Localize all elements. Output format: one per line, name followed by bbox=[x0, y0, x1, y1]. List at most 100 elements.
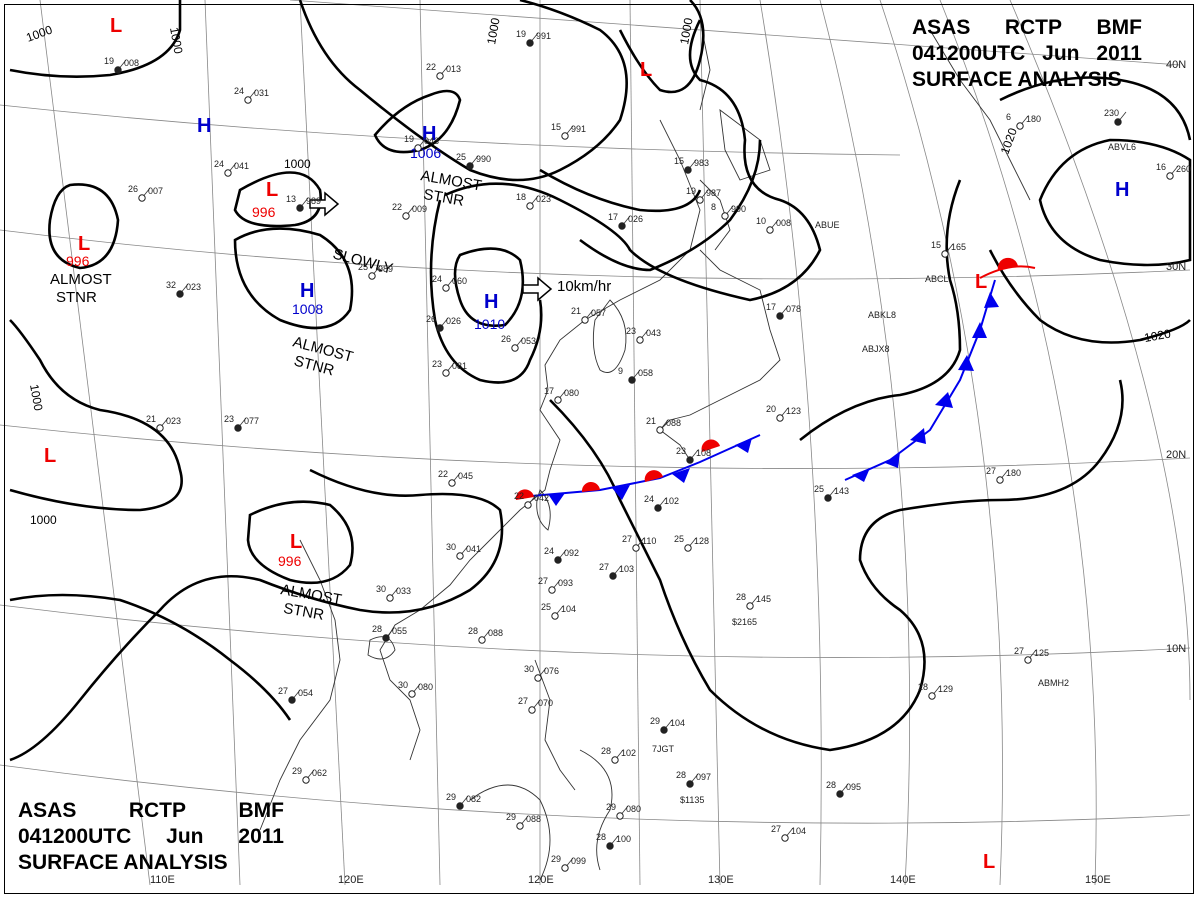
station-temperature: 24 bbox=[234, 86, 244, 96]
station-pressure: 082 bbox=[466, 794, 481, 804]
station-temperature: 15 bbox=[931, 240, 941, 250]
station-temperature: 27 bbox=[1014, 646, 1024, 656]
station-circle-icon bbox=[244, 96, 252, 104]
station-temperature: 17 bbox=[608, 212, 618, 222]
isobar-southwest-long bbox=[9, 593, 292, 721]
isobar-big-north bbox=[298, 0, 628, 182]
isobars bbox=[9, 0, 1192, 762]
coast-okinawa bbox=[659, 429, 691, 461]
station-plot: 9 058 bbox=[618, 366, 653, 384]
station-plot: 15 991 bbox=[551, 122, 586, 140]
latitude-label: 40N bbox=[1166, 59, 1186, 71]
cold-front-triangle bbox=[612, 485, 630, 500]
station-plot: 29 062 bbox=[292, 766, 327, 784]
motion-arrow-icon bbox=[309, 191, 340, 217]
station-pressure: 097 bbox=[696, 772, 711, 782]
warm-front-semicircle bbox=[644, 470, 663, 482]
station-circle-icon bbox=[288, 696, 296, 704]
station-temperature: 23 bbox=[676, 446, 686, 456]
station-plot: 26 026 bbox=[426, 314, 461, 332]
station-temperature: 8 bbox=[711, 202, 716, 212]
lon-line-145e bbox=[879, 0, 1003, 886]
coast-japan bbox=[659, 249, 781, 431]
station-plot: 32 023 bbox=[166, 280, 201, 298]
low-pressure-value: 996 bbox=[278, 553, 302, 569]
station-circle-icon bbox=[781, 834, 789, 842]
station-plot: 20 123 bbox=[766, 404, 801, 422]
station-pressure: 008 bbox=[124, 58, 139, 68]
isobar-east-mid bbox=[799, 179, 962, 442]
isobar-labels: 1000 1000 1000 1000 1000 1000 1000 10 20 … bbox=[24, 16, 1172, 527]
station-circle-icon bbox=[114, 66, 122, 74]
low-marker: L bbox=[983, 851, 995, 873]
station-circle-icon bbox=[548, 586, 556, 594]
station-circle-icon bbox=[609, 572, 617, 580]
station-pressure: 081 bbox=[452, 361, 467, 371]
isobar-label: 1020 bbox=[1143, 326, 1172, 344]
longitude-label: 120E bbox=[338, 874, 364, 886]
station-plot: 18 023 bbox=[516, 192, 551, 210]
station-plot: 22 042 bbox=[514, 491, 549, 509]
station-temperature: 29 bbox=[292, 766, 302, 776]
isobar-label: 1000 bbox=[484, 16, 502, 45]
coast-luzon bbox=[534, 659, 576, 791]
high-marker: H bbox=[484, 291, 498, 313]
station-pressure: 092 bbox=[564, 548, 579, 558]
station-plot: 21 088 bbox=[646, 416, 681, 434]
station-temperature: 21 bbox=[146, 414, 156, 424]
station-plot: 27 104 bbox=[771, 824, 806, 842]
motion-label-word: STNR bbox=[282, 600, 325, 624]
lon-line-125e bbox=[629, 0, 641, 886]
coast-philippines-south bbox=[579, 749, 613, 871]
low-marker: L bbox=[44, 445, 56, 467]
station-circle-icon bbox=[442, 369, 450, 377]
station-pressure: 125 bbox=[1034, 648, 1049, 658]
station-plot: 15 983 bbox=[674, 156, 709, 174]
station-id-label: $2165 bbox=[732, 617, 757, 627]
station-pressure: 060 bbox=[452, 276, 467, 286]
low-marker: L bbox=[290, 531, 302, 553]
header-time: 041200UTC bbox=[18, 825, 132, 848]
station-temperature: 27 bbox=[278, 686, 288, 696]
station-temperature: 21 bbox=[571, 306, 581, 316]
station-plot: 23 077 bbox=[224, 414, 259, 432]
station-pressure: 991 bbox=[536, 31, 551, 41]
lon-line-150e bbox=[939, 0, 1097, 886]
station-pressure: 043 bbox=[646, 328, 661, 338]
station-temperature: 18 bbox=[516, 192, 526, 202]
header-year: 2011 bbox=[1096, 42, 1142, 65]
station-circle-icon bbox=[402, 212, 410, 220]
station-plot: 26 007 bbox=[128, 184, 163, 202]
station-id-label: $1135 bbox=[680, 795, 704, 805]
station-pressure: 041 bbox=[234, 161, 249, 171]
station-temperature: 19 bbox=[686, 186, 696, 196]
station-circle-icon bbox=[302, 776, 310, 784]
station-temperature: 10 bbox=[756, 216, 766, 226]
station-circle-icon bbox=[442, 284, 450, 292]
isobar-1020-east bbox=[988, 249, 1191, 344]
station-pressure: 041 bbox=[466, 544, 481, 554]
station-circle-icon bbox=[996, 476, 1004, 484]
station-circle-icon bbox=[776, 312, 784, 320]
warm-front-semicircle bbox=[701, 439, 720, 452]
station-circle-icon bbox=[478, 636, 486, 644]
station-circle-icon bbox=[448, 479, 456, 487]
station-circle-icon bbox=[386, 594, 394, 602]
station-pressure: 058 bbox=[638, 368, 653, 378]
station-circle-icon bbox=[511, 344, 519, 352]
station-temperature: 30 bbox=[376, 584, 386, 594]
header-row-2: 041200UTC Jun 2011 bbox=[18, 824, 284, 850]
station-plot: 230 bbox=[1104, 108, 1127, 126]
warm-front bbox=[515, 257, 1036, 500]
coast-china bbox=[379, 119, 701, 761]
pressure-systems: L H L 996 L 996 H 100 6 H 1008 H 1010 L L… bbox=[44, 15, 1129, 873]
station-pressure: 088 bbox=[526, 814, 541, 824]
station-plot: 24 102 bbox=[644, 494, 679, 512]
station-pressure: 042 bbox=[534, 493, 549, 503]
station-plot: 25 990 bbox=[456, 152, 491, 170]
station-temperature: 28 bbox=[468, 626, 478, 636]
station-plot: 29 099 bbox=[551, 854, 586, 872]
station-temperature: 29 bbox=[446, 792, 456, 802]
station-circle-icon bbox=[928, 692, 936, 700]
low-marker: L bbox=[266, 179, 278, 201]
